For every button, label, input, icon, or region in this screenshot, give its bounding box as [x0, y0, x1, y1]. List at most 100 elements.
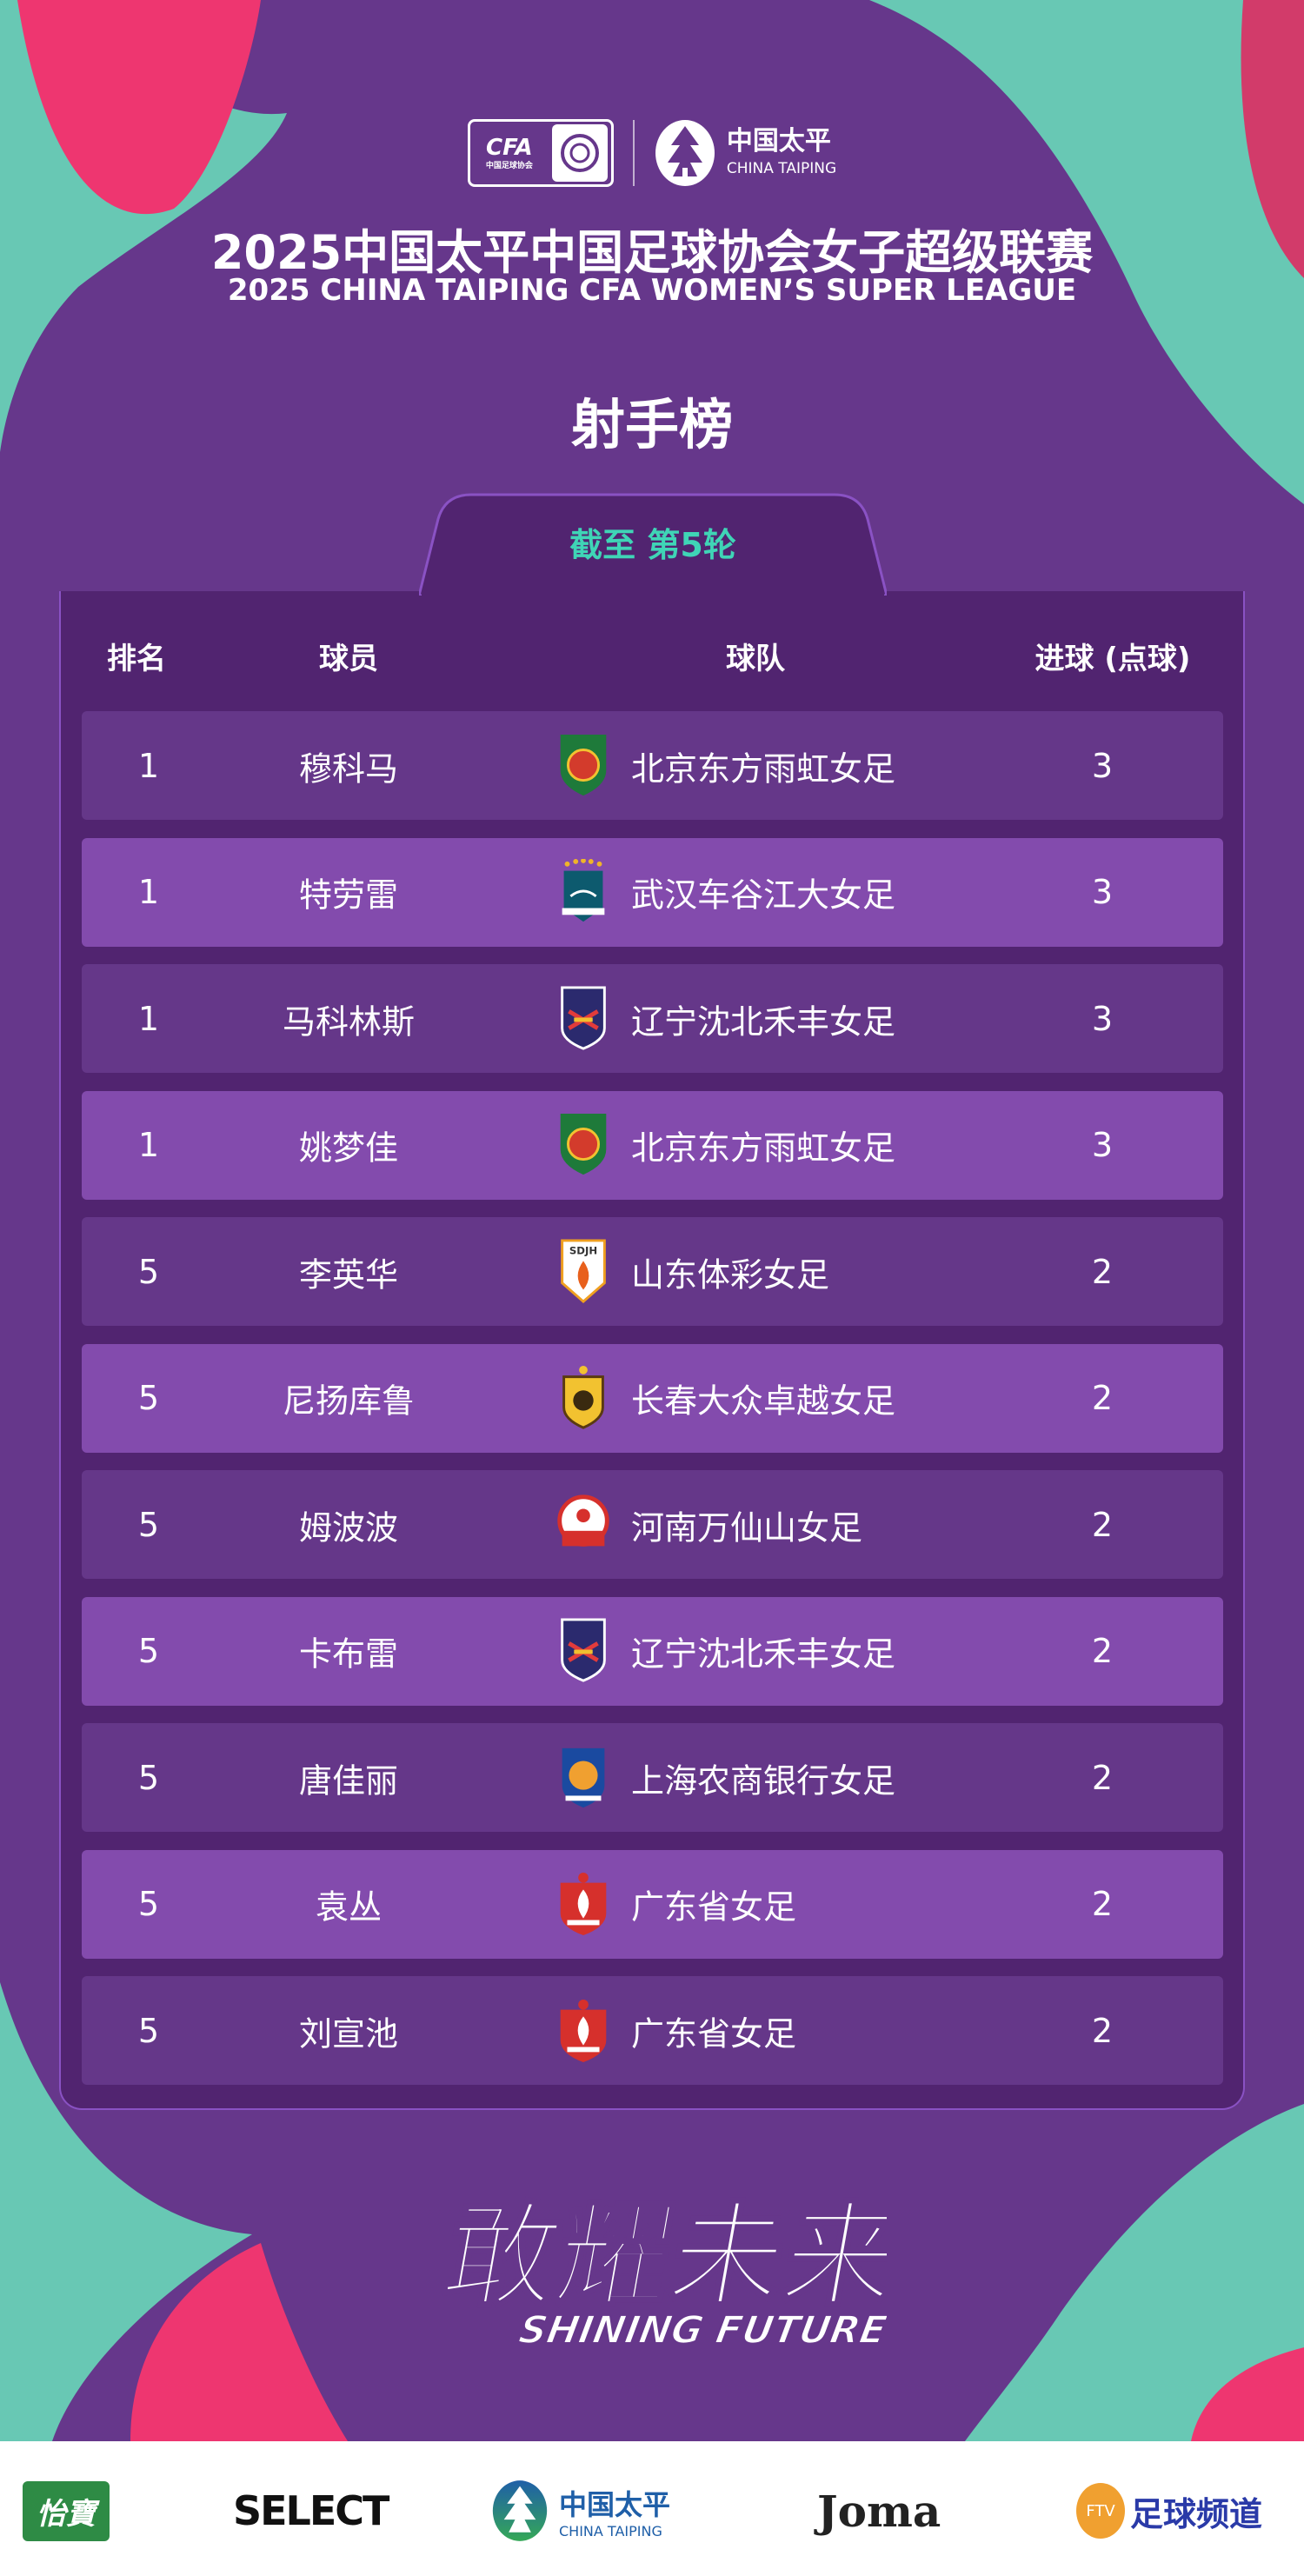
goals: 3 [1091, 1126, 1114, 1164]
sponsor-footer: 怡寶 SELECT 中国太平 CHINA TAIPING Joma FTV 足球频… [0, 2441, 1304, 2576]
beijing-crest-icon [556, 1112, 610, 1178]
goals: 2 [1091, 1758, 1114, 1797]
player-name: 刘宣池 [298, 2014, 399, 2053]
table-row: 5 袁丛 广东省女足 2 [82, 1849, 1223, 1959]
table-row: 1 穆科马 北京东方雨虹女足 3 [82, 711, 1223, 820]
china-taiping-cn: 中国太平 [726, 126, 831, 156]
column-header-team: 球队 [726, 642, 785, 676]
league-title-en: 2025 CHINA TAIPING CFA WOMEN’S SUPER LEA… [227, 273, 1077, 308]
page-title: 射手榜 [570, 393, 733, 456]
beijing-crest-icon [556, 733, 610, 799]
goals: 2 [1091, 2011, 1114, 2050]
table-row: 5 李英华 SDJH 山东体彩女足 2 [82, 1217, 1223, 1326]
goals: 2 [1091, 1885, 1114, 1923]
team-name: 河南万仙山女足 [631, 1508, 863, 1547]
yibao-logo: 怡寶 [23, 2476, 110, 2546]
goals: 2 [1091, 1505, 1114, 1544]
column-header-player: 球员 [319, 642, 378, 676]
team-name: 北京东方雨虹女足 [631, 749, 896, 788]
rank: 5 [137, 1758, 160, 1797]
rank: 1 [137, 1126, 160, 1164]
goals: 3 [1091, 999, 1114, 1038]
rank: 5 [137, 1885, 160, 1923]
guangdong-crest-icon [556, 1871, 610, 1937]
china-taiping-footer-en: CHINA TAIPING [559, 2522, 662, 2539]
table-row: 1 马科林斯 辽宁沈北禾丰女足 3 [82, 964, 1223, 1073]
goals: 2 [1091, 1379, 1114, 1417]
player-name: 唐佳丽 [298, 1761, 399, 1800]
round-label: 截至 第5轮 [569, 526, 736, 564]
team-name: 北京东方雨虹女足 [631, 1128, 896, 1168]
table-row: 1 特劳雷 武汉车谷江大女足 3 [82, 837, 1223, 947]
team-name: 广东省女足 [631, 2014, 797, 2053]
table-row: 5 尼扬库鲁 长春大众卓越女足 2 [82, 1343, 1223, 1453]
goals: 3 [1091, 873, 1114, 911]
select-logo: SELECT [233, 2487, 389, 2534]
pine-tree-icon [492, 2480, 548, 2541]
rank: 5 [137, 1379, 160, 1417]
player-name: 穆科马 [298, 749, 399, 788]
cfa-logo-sub: 中国足球协会 [485, 161, 533, 170]
scorers-table: 1 穆科马 北京东方雨虹女足 3 1 特劳雷 武汉车谷江大女足 3 1 马科林斯 辽宁沈北禾丰女足 3… [82, 711, 1223, 2103]
column-header-goals: 进球 (点球) [1035, 642, 1191, 676]
team-name: 辽宁沈北禾丰女足 [631, 1002, 896, 1041]
player-name: 尼扬库鲁 [282, 1381, 416, 1421]
wuhan-crest-icon [556, 858, 610, 925]
rank: 1 [137, 999, 160, 1038]
league-title-cn: 2025中国太平中国足球协会女子超级联赛 [210, 225, 1094, 280]
column-header-rank: 排名 [107, 642, 166, 676]
background-decoration [0, 0, 1304, 2441]
round-tab [419, 493, 887, 596]
cfa-rose-icon [551, 124, 608, 182]
table-row: 5 卡布雷 辽宁沈北禾丰女足 2 [82, 1596, 1223, 1706]
rank: 1 [137, 873, 160, 911]
logo-divider [632, 120, 635, 186]
rank: 1 [137, 746, 160, 785]
table-row: 5 姆波波 河南万仙山女足 2 [82, 1470, 1223, 1579]
cfa-logo: CFA 中国足球协会 [467, 119, 614, 187]
svg-text:SDJH: SDJH [569, 1244, 597, 1256]
liaoning-crest-icon [556, 1618, 610, 1684]
china-taiping-en: CHINA TAIPING [726, 160, 837, 177]
ftv-text: 足球频道 [1130, 2494, 1263, 2533]
china-taiping-footer-cn: 中国太平 [559, 2487, 671, 2521]
team-name: 广东省女足 [631, 1887, 797, 1927]
header-logos: CFA 中国足球协会 中国太平 CHINA TAIPING [0, 118, 1304, 188]
pine-tree-icon [655, 120, 715, 186]
liaoning-crest-icon [556, 985, 610, 1052]
player-name: 袁丛 [315, 1887, 383, 1927]
shandong-crest-icon: SDJH [556, 1238, 610, 1305]
goals: 2 [1091, 1252, 1114, 1291]
player-name: 卡布雷 [298, 1634, 399, 1674]
cfa-logo-text: CFA [486, 134, 533, 161]
ftv-logo: FTV 足球频道 [1076, 2476, 1262, 2546]
goals: 2 [1091, 1632, 1114, 1670]
shanghai-crest-icon [556, 1745, 610, 1811]
rank: 5 [137, 2011, 160, 2050]
joma-logo: Joma [817, 2485, 941, 2537]
ftv-badge: FTV [1076, 2483, 1125, 2539]
player-name: 李英华 [298, 1255, 399, 1294]
china-taiping-logo-footer: 中国太平 CHINA TAIPING [491, 2476, 670, 2546]
table-row: 5 刘宣池 广东省女足 2 [82, 1976, 1223, 2085]
team-name: 武汉车谷江大女足 [631, 875, 896, 915]
player-name: 姆波波 [298, 1508, 399, 1547]
rank: 5 [137, 1632, 160, 1670]
table-row: 5 唐佳丽 上海农商银行女足 2 [82, 1723, 1223, 1832]
goals: 3 [1091, 746, 1114, 785]
slogan-en: SHINING FUTURE [516, 2308, 887, 2353]
team-name: 山东体彩女足 [631, 1255, 830, 1294]
slogan-logo: 敢耀未来 SHINING FUTURE [433, 2188, 887, 2353]
player-name: 马科林斯 [282, 1002, 416, 1041]
slogan-cn: 敢耀未来 [434, 2190, 887, 2322]
player-name: 姚梦佳 [298, 1128, 399, 1168]
changchun-crest-icon [556, 1365, 610, 1431]
team-name: 长春大众卓越女足 [631, 1381, 896, 1421]
rank: 5 [137, 1252, 160, 1291]
team-name: 上海农商银行女足 [631, 1761, 896, 1800]
yibao-text: 怡寶 [23, 2480, 110, 2541]
table-row: 1 姚梦佳 北京东方雨虹女足 3 [82, 1090, 1223, 1200]
henan-crest-icon [556, 1492, 610, 1558]
guangdong-crest-icon [556, 1998, 610, 2064]
player-name: 特劳雷 [298, 875, 399, 915]
